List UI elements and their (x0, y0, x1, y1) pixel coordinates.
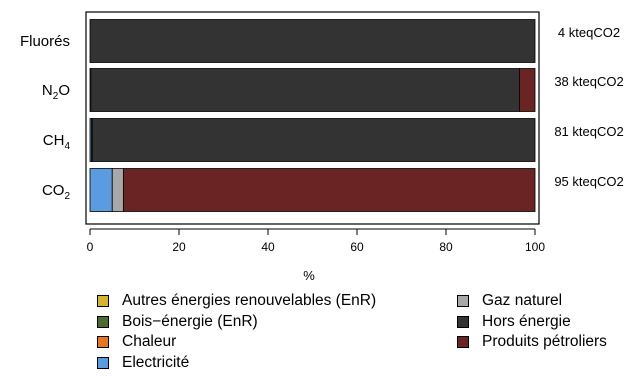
legend-label: Autres énergies renouvelables (EnR) (122, 292, 377, 309)
x-axis-title: % (303, 268, 315, 283)
legend-label: Chaleur (122, 333, 177, 350)
legend-label: Hors énergie (482, 312, 571, 330)
plot-frame (85, 11, 540, 225)
category-label: CO2 (42, 182, 71, 202)
category-label: CH4 (43, 132, 71, 152)
x-tick-label: 0 (87, 240, 94, 254)
legend-swatch (457, 336, 469, 349)
x-axis: 0 20 40 60 80 100 (87, 228, 545, 254)
legend-swatch (97, 356, 109, 369)
legend-item: Chaleur (97, 332, 376, 353)
bar-segment (111, 168, 124, 212)
legend-item: Produits pétroliers (457, 332, 607, 353)
bar-segment (89, 168, 113, 212)
legend-swatch (97, 315, 109, 328)
x-tick-label: 20 (172, 240, 186, 254)
legend-label: Electricité (122, 353, 190, 371)
legend-column-1: Autres énergies renouvelables (EnR) Bois−… (97, 291, 376, 373)
x-tick-label: 80 (439, 240, 453, 254)
bars-layer (89, 19, 536, 212)
legend-label: Produits pétroliers (482, 333, 607, 350)
bar-total-labels: 4 kteqCO2 38 kteqCO2 81 kteqCO2 95 kteqCO2 (554, 25, 623, 189)
legend-item: Electricité (97, 353, 376, 374)
x-tick-label: 60 (350, 240, 364, 254)
legend-label: Gaz naturel (482, 292, 563, 309)
bar-segment (90, 68, 520, 112)
bar-total-label: 81 kteqCO2 (554, 124, 623, 139)
bar-total-label: 38 kteqCO2 (554, 74, 623, 89)
x-tick-label: 40 (261, 240, 275, 254)
legend-swatch (97, 336, 109, 349)
bar-segment (122, 168, 536, 212)
legend-column-2: Gaz naturel Hors énergie Produits pétrolie… (457, 291, 607, 353)
legend-swatch (97, 295, 109, 308)
bar-segment (89, 19, 536, 63)
legend-item: Gaz naturel (457, 291, 607, 312)
bar-total-label: 4 kteqCO2 (558, 25, 620, 40)
x-tick-label: 100 (525, 240, 545, 254)
legend-swatch (457, 315, 469, 328)
category-label: Fluorés (20, 33, 70, 50)
legend-item: Bois−énergie (EnR) (97, 312, 376, 333)
legend-swatch (457, 295, 469, 308)
category-label: N2O (42, 82, 70, 102)
y-axis-labels: Fluorés N2O CH4 CO2 (20, 33, 70, 202)
bar-segment (519, 68, 536, 112)
legend-label: Bois−énergie (EnR) (122, 312, 258, 330)
bar-total-label: 95 kteqCO2 (554, 174, 623, 189)
legend-item: Autres énergies renouvelables (EnR) (97, 291, 376, 312)
legend-item: Hors énergie (457, 312, 607, 333)
bar-segment (91, 118, 536, 162)
